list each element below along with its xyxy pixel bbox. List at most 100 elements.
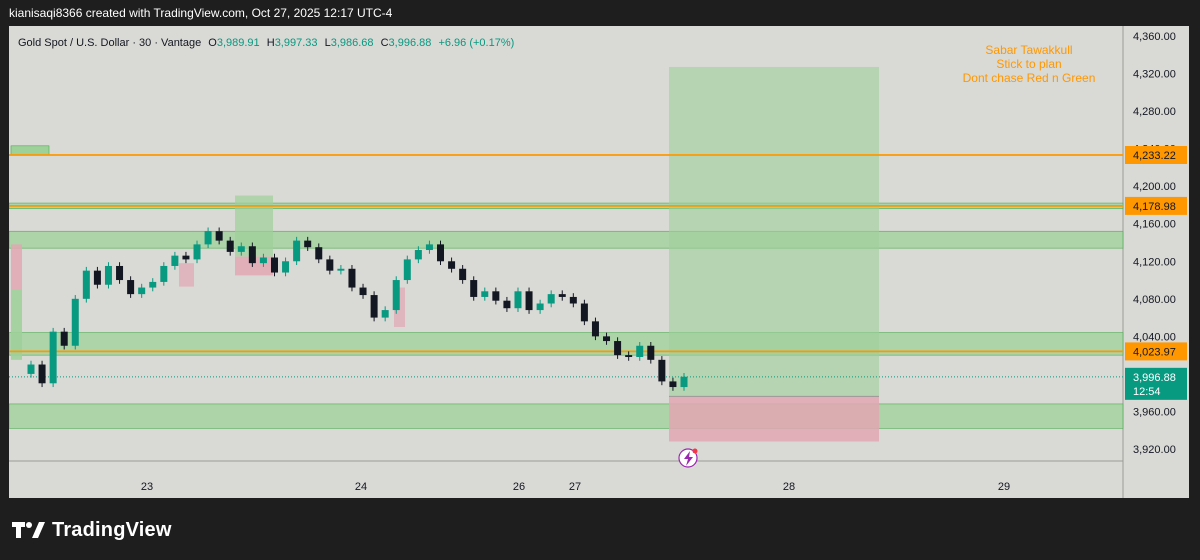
price-chart[interactable]: 3,920.003,960.004,000.004,040.004,080.00… [9, 26, 1189, 498]
candle[interactable] [370, 295, 378, 318]
candle[interactable] [193, 244, 201, 260]
candle[interactable] [381, 310, 389, 318]
price-level-label-bg[interactable] [1125, 342, 1187, 361]
candle[interactable] [38, 364, 46, 384]
candle[interactable] [237, 246, 245, 252]
price-tick-label: 4,040.00 [1133, 331, 1176, 343]
candle[interactable] [71, 298, 79, 346]
candle[interactable] [658, 359, 666, 382]
time-tick-label: 27 [569, 481, 581, 493]
zone-marker[interactable] [10, 145, 50, 156]
candle[interactable] [49, 331, 57, 384]
candle[interactable] [60, 331, 68, 346]
candle[interactable] [481, 291, 489, 297]
bar-countdown-label: 12:54 [1133, 386, 1161, 398]
price-tick-label: 4,200.00 [1133, 181, 1176, 193]
order-block-red[interactable] [179, 263, 194, 287]
candle[interactable] [647, 345, 655, 360]
tradingview-logo[interactable]: TradingView [12, 516, 172, 544]
candle[interactable] [138, 287, 146, 295]
candle[interactable] [182, 255, 190, 260]
candle[interactable] [503, 300, 511, 309]
candle[interactable] [127, 280, 135, 295]
support-resistance-zone[interactable] [9, 230, 1124, 249]
candle[interactable] [591, 321, 599, 337]
candle[interactable] [580, 303, 588, 322]
candle[interactable] [270, 257, 278, 273]
candle[interactable] [326, 259, 334, 271]
candle[interactable] [226, 240, 234, 252]
time-tick-label: 28 [783, 481, 795, 493]
candle[interactable] [470, 280, 478, 297]
candle[interactable] [614, 341, 622, 356]
candle[interactable] [160, 265, 168, 282]
candle[interactable] [403, 259, 411, 281]
candle[interactable] [93, 270, 101, 285]
candle[interactable] [425, 244, 433, 251]
candle[interactable] [282, 261, 290, 273]
candle[interactable] [414, 250, 422, 260]
candle[interactable] [315, 247, 323, 260]
open-value: 3,989.91 [216, 37, 260, 49]
candle[interactable] [215, 231, 223, 241]
high-label: H [266, 37, 275, 49]
chart-pane[interactable]: 3,920.003,960.004,000.004,040.004,080.00… [9, 26, 1189, 498]
candle[interactable] [669, 381, 677, 388]
text-note[interactable]: Sabar Tawakkull Stick to plan Dont chase… [929, 43, 1129, 85]
low-value: 3,986.68 [330, 37, 374, 49]
price-level-label: 4,023.97 [1133, 346, 1176, 358]
candle[interactable] [392, 280, 400, 311]
candle[interactable] [448, 261, 456, 269]
low-label: L [324, 37, 331, 49]
candle[interactable] [514, 291, 522, 309]
last-price-label: 3,996.88 [1133, 372, 1176, 384]
symbol-name[interactable]: Gold Spot / U.S. Dollar · 30 · Vantage [18, 37, 202, 49]
order-block-red[interactable] [11, 244, 22, 290]
high-value: 3,997.33 [274, 37, 318, 49]
time-tick-label: 29 [998, 481, 1010, 493]
candle[interactable] [680, 376, 688, 388]
candle[interactable] [492, 291, 500, 301]
candle[interactable] [116, 265, 124, 281]
candle[interactable] [304, 240, 312, 248]
candle[interactable] [547, 294, 555, 304]
tradingview-logo-icon [12, 522, 45, 538]
candle[interactable] [603, 336, 611, 342]
price-level-label-bg[interactable] [1125, 146, 1187, 165]
candle[interactable] [558, 294, 566, 297]
long-position-profit-zone[interactable] [669, 66, 879, 397]
long-position-loss-zone[interactable] [669, 396, 879, 442]
order-block-green[interactable] [11, 289, 22, 360]
candle[interactable] [27, 364, 35, 374]
price-tick-label: 4,320.00 [1133, 69, 1176, 81]
candle[interactable] [259, 257, 267, 264]
candle[interactable] [248, 246, 256, 264]
attribution-text: kianisaqi8366 created with TradingView.c… [9, 6, 393, 20]
candle[interactable] [636, 345, 644, 358]
price-level-label-bg[interactable] [1125, 196, 1187, 215]
candle[interactable] [569, 296, 577, 304]
price-tick-label: 4,080.00 [1133, 294, 1176, 306]
note-line: Sabar Tawakkull [985, 43, 1073, 57]
candle[interactable] [149, 281, 157, 288]
candle[interactable] [359, 287, 367, 296]
candle[interactable] [536, 303, 544, 311]
candle[interactable] [171, 255, 179, 266]
last-price-label-bg[interactable] [1125, 367, 1187, 400]
candle[interactable] [459, 268, 467, 281]
candle[interactable] [204, 231, 212, 245]
candle[interactable] [82, 270, 90, 299]
candle[interactable] [437, 244, 445, 262]
price-level-label: 4,178.98 [1133, 201, 1176, 213]
support-resistance-zone[interactable] [9, 403, 1124, 429]
symbol-legend[interactable]: Gold Spot / U.S. Dollar · 30 · Vantage O… [18, 37, 514, 49]
candle[interactable] [625, 355, 633, 358]
lightning-icon [684, 451, 693, 466]
candle[interactable] [525, 291, 533, 311]
candle[interactable] [293, 240, 301, 262]
close-value: 3,996.88 [388, 37, 432, 49]
candle[interactable] [337, 268, 345, 271]
candle[interactable] [104, 265, 112, 285]
price-tick-label: 3,920.00 [1133, 444, 1176, 456]
candle[interactable] [348, 268, 356, 288]
